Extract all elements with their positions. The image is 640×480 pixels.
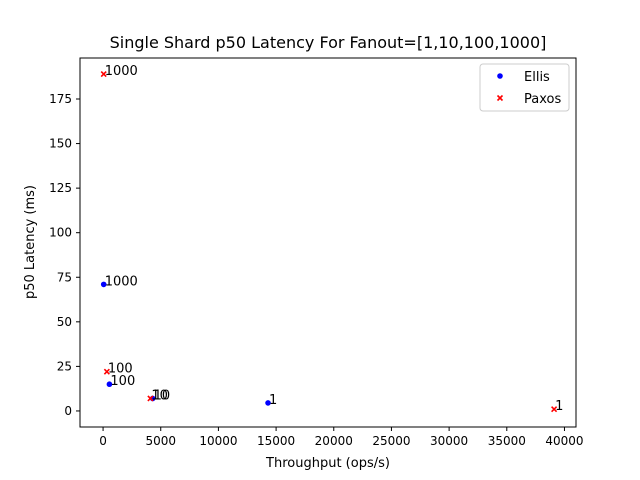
plot-frame [79, 57, 577, 428]
ellis-point [100, 281, 107, 288]
y-tick-label: 25 [57, 359, 72, 373]
x-tick-label: 30000 [430, 434, 468, 448]
ellis-point-label: 1 [269, 393, 277, 408]
paxos-point-label: 100 [108, 362, 133, 377]
y-tick-label: 50 [57, 315, 72, 329]
y-tick-label: 0 [64, 404, 72, 418]
x-tick-label: 5000 [145, 434, 176, 448]
ellis-point [265, 400, 271, 406]
y-axis-label: p50 Latency (ms) [23, 185, 38, 299]
x-tick-label: 0 [99, 434, 107, 448]
x-tick-label: 15000 [257, 434, 295, 448]
legend-marker-ellis [497, 73, 503, 79]
legend: Ellis Paxos [479, 63, 570, 112]
ellis-point [106, 381, 113, 388]
y-tick-label: 125 [49, 181, 72, 195]
y-axis: 0 25 50 75 100 125 150 175 [49, 92, 80, 418]
legend-marker-paxos [496, 94, 504, 102]
plot-area [79, 57, 577, 428]
legend-label-paxos: Paxos [524, 92, 561, 107]
y-tick-label: 100 [49, 226, 72, 240]
y-tick-label: 175 [49, 92, 72, 106]
x-axis: 0 5000 10000 15000 20000 25000 30000 35000 40000 [99, 427, 584, 448]
y-tick-label: 150 [49, 137, 72, 151]
ellis-point-label: 1000 [105, 274, 138, 289]
data-points [100, 70, 558, 413]
x-tick-label: 40000 [545, 434, 583, 448]
ellis-point-label: 100 [110, 374, 135, 389]
paxos-point [551, 406, 558, 413]
x-tick-label: 25000 [372, 434, 410, 448]
paxos-point [100, 70, 107, 78]
paxos-point-label: 1 [555, 399, 563, 414]
paxos-point-label: 10 [151, 388, 168, 403]
x-axis-label: Throughput (ops/s) [265, 456, 390, 471]
x-tick-label: 10000 [199, 434, 237, 448]
paxos-point [103, 368, 110, 375]
chart-title: Single Shard p50 Latency For Fanout=[1,1… [110, 33, 547, 52]
paxos-point [147, 395, 154, 402]
x-tick-label: 20000 [315, 434, 353, 448]
legend-label-ellis: Ellis [524, 70, 550, 85]
x-tick-label: 35000 [488, 434, 526, 448]
y-tick-label: 75 [57, 270, 72, 284]
ellis-point-label: 10 [154, 388, 171, 403]
paxos-point-label: 1000 [105, 64, 138, 79]
